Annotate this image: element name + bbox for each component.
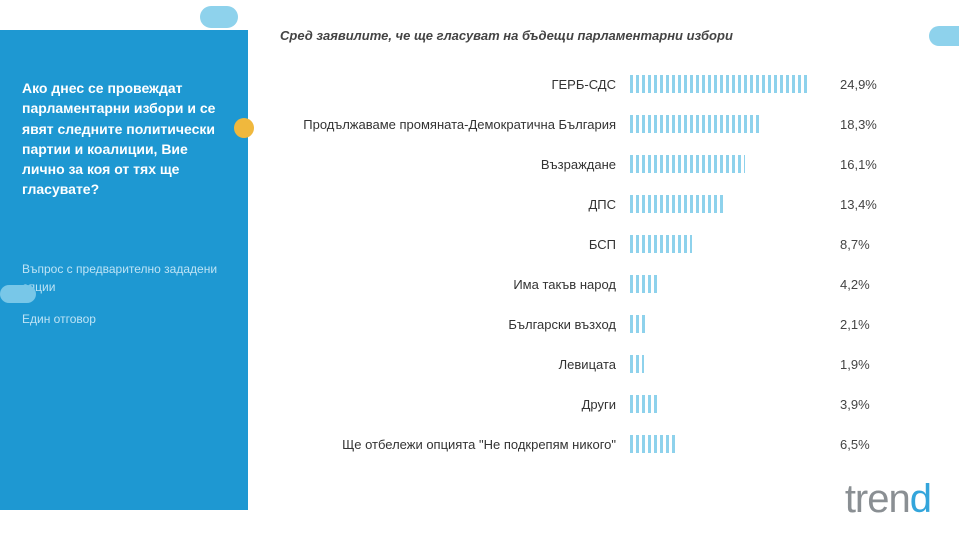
chart-row-value: 4,2%	[830, 277, 870, 292]
chart-row: ГЕРБ-СДС 24,9%	[260, 64, 920, 104]
chart-row-label: ГЕРБ-СДС	[260, 77, 630, 92]
chart-row-label: Има такъв народ	[260, 277, 630, 292]
chart-row-value: 24,9%	[830, 77, 877, 92]
chart-bar-holder	[630, 115, 830, 133]
chart-row-value: 18,3%	[830, 117, 877, 132]
chart-bar	[630, 395, 658, 413]
chart-row: БСП 8,7%	[260, 224, 920, 264]
chart-row-value: 13,4%	[830, 197, 877, 212]
chart-row-label: Продължаваме промяната-Демократична Бълг…	[260, 117, 630, 132]
survey-question: Ако днес се провеждат парламентарни избо…	[22, 78, 226, 200]
trend-logo: trend	[845, 477, 931, 522]
chart-bar-holder	[630, 235, 830, 253]
chart-bar	[630, 155, 745, 173]
chart-bar-holder	[630, 155, 830, 173]
chart-row-label: ДПС	[260, 197, 630, 212]
chart-row: ДПС 13,4%	[260, 184, 920, 224]
chart-bar-holder	[630, 435, 830, 453]
chart-row: Други 3,9%	[260, 384, 920, 424]
survey-note-1: Въпрос с предварително зададени опции	[22, 260, 226, 296]
sidebar-panel: Ако днес се провеждат парламентарни избо…	[0, 30, 248, 510]
chart-row-value: 1,9%	[830, 357, 870, 372]
chart-subtitle: Сред заявилите, че ще гласуват на бъдещи…	[280, 28, 733, 43]
chart-bar-holder	[630, 315, 830, 333]
chart-row-label: Възраждане	[260, 157, 630, 172]
chart-bar-holder	[630, 275, 830, 293]
chart-bar	[630, 275, 660, 293]
bar-chart: ГЕРБ-СДС 24,9% Продължаваме промяната-Демо…	[260, 64, 920, 464]
logo-text-main: tren	[845, 477, 910, 521]
accent-right-pill	[929, 26, 959, 46]
chart-bar	[630, 75, 808, 93]
chart-row-value: 2,1%	[830, 317, 870, 332]
accent-top-pill	[200, 6, 238, 28]
chart-row: Продължаваме промяната-Демократична Бълг…	[260, 104, 920, 144]
chart-row-label: Левицата	[260, 357, 630, 372]
chart-row: Има такъв народ 4,2%	[260, 264, 920, 304]
chart-row: Ще отбележи опцията "Не подкрепям никого…	[260, 424, 920, 464]
chart-bar	[630, 195, 726, 213]
chart-row: Български възход 2,1%	[260, 304, 920, 344]
chart-bar-holder	[630, 195, 830, 213]
chart-bar-holder	[630, 395, 830, 413]
chart-bar	[630, 315, 645, 333]
chart-bar-holder	[630, 75, 830, 93]
survey-note-2: Един отговор	[22, 310, 226, 328]
accent-left-bar	[0, 285, 36, 303]
chart-row-value: 8,7%	[830, 237, 870, 252]
chart-row: Възраждане 16,1%	[260, 144, 920, 184]
logo-text-accent: d	[910, 477, 931, 521]
chart-row-label: Други	[260, 397, 630, 412]
chart-row-label: БСП	[260, 237, 630, 252]
chart-bar	[630, 355, 644, 373]
chart-bar	[630, 115, 761, 133]
chart-bar	[630, 435, 676, 453]
chart-row-value: 6,5%	[830, 437, 870, 452]
chart-row: Левицата 1,9%	[260, 344, 920, 384]
chart-bar-holder	[630, 355, 830, 373]
chart-row-value: 3,9%	[830, 397, 870, 412]
chart-row-label: Ще отбележи опцията "Не подкрепям никого…	[260, 437, 630, 452]
chart-row-label: Български възход	[260, 317, 630, 332]
accent-yellow-dot	[234, 118, 254, 138]
chart-row-value: 16,1%	[830, 157, 877, 172]
chart-bar	[630, 235, 692, 253]
